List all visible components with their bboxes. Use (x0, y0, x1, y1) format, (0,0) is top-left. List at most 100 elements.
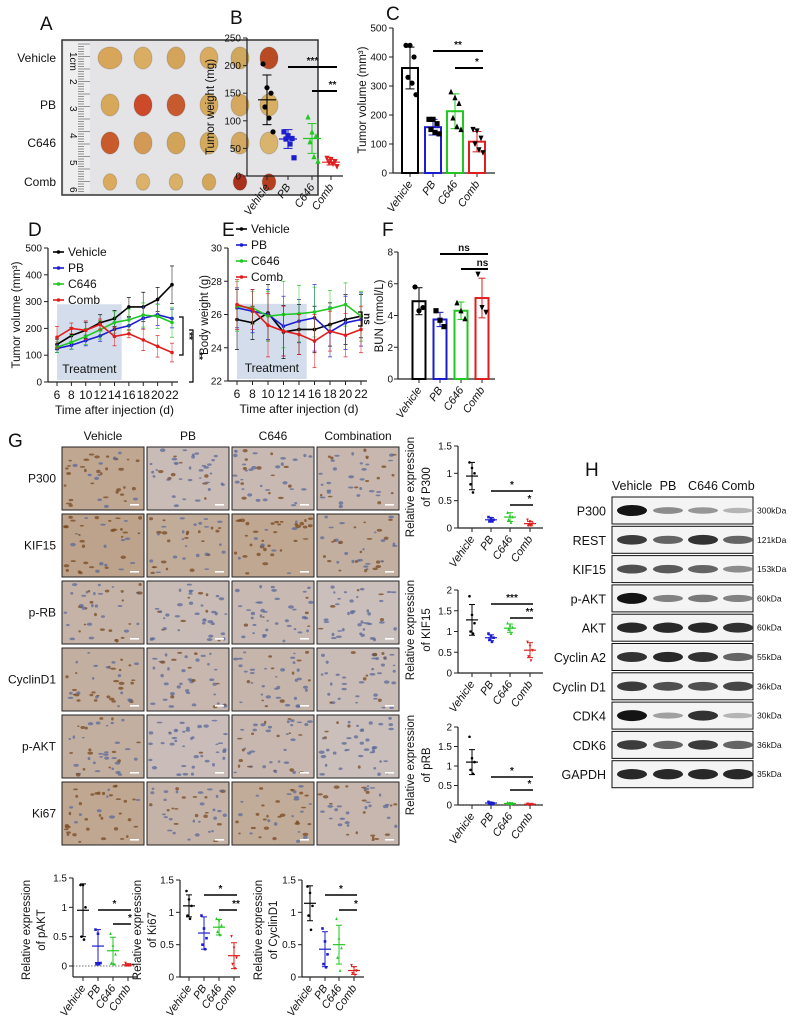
ihc-background (146, 714, 230, 779)
cell-nucleus (178, 461, 183, 464)
cell-nucleus (115, 638, 119, 643)
cell-nucleus (361, 799, 367, 802)
cell-nucleus (289, 768, 294, 772)
y-tick-label: 1 (168, 908, 174, 919)
data-point (507, 518, 510, 522)
cell-nucleus (287, 484, 292, 488)
y-tick-label: 1 (61, 903, 67, 914)
cell-nucleus (317, 793, 323, 796)
y-tick-label: 100 (224, 116, 241, 127)
y-tick-label: 1.5 (438, 742, 452, 753)
cell-nucleus (363, 748, 370, 752)
cell-nucleus (292, 790, 297, 794)
cell-nucleus (81, 736, 85, 739)
cell-nucleus (126, 835, 129, 838)
cell-nucleus (191, 679, 196, 683)
cell-nucleus (174, 739, 178, 743)
cell-nucleus (237, 657, 243, 660)
cell-nucleus (163, 617, 166, 620)
cell-nucleus (252, 632, 255, 635)
data-point (112, 962, 116, 966)
y-tick-label: 0 (446, 669, 452, 680)
cell-nucleus (232, 657, 239, 661)
cell-nucleus (252, 623, 257, 627)
cell-nucleus (289, 488, 295, 490)
y-tick-label: 1.5 (438, 606, 452, 617)
blot-band (688, 652, 718, 662)
data-point (233, 967, 237, 971)
cell-nucleus (78, 802, 83, 806)
tumor (168, 173, 184, 191)
cell-nucleus (307, 823, 312, 826)
cell-nucleus (305, 650, 310, 654)
cell-nucleus (74, 672, 78, 674)
data-point (336, 955, 339, 959)
data-point (266, 323, 270, 328)
data-point (306, 885, 309, 888)
cell-nucleus (333, 785, 340, 789)
cell-nucleus (213, 693, 217, 696)
y-axis-label: of Ki67 (147, 912, 159, 948)
cell-nucleus (156, 721, 163, 724)
cell-nucleus (283, 761, 290, 764)
cell-nucleus (83, 561, 89, 565)
cell-nucleus (172, 555, 178, 559)
cell-nucleus (215, 594, 220, 598)
data-point (428, 126, 434, 133)
cell-nucleus (383, 760, 389, 763)
chart-G_KIF15 (454, 589, 543, 677)
y-tick-label: 400 (370, 53, 387, 64)
cell-nucleus (219, 789, 225, 792)
treatment-label: Treatment (62, 362, 117, 376)
x-tick-label: 14 (292, 387, 306, 401)
cell-nucleus (378, 621, 385, 624)
cell-nucleus (370, 834, 376, 837)
y-tick-label: 100 (370, 140, 387, 151)
cell-nucleus (262, 818, 267, 821)
cell-nucleus (360, 633, 365, 638)
cell-nucleus (249, 543, 253, 547)
cell-nucleus (246, 680, 251, 684)
x-tick-label: Vehicle (447, 534, 477, 570)
data-point (407, 42, 413, 49)
significance-label: *** (307, 56, 319, 67)
scale-bar (300, 772, 309, 774)
cell-nucleus (274, 687, 279, 690)
cell-nucleus (217, 527, 222, 529)
cell-nucleus (87, 651, 91, 654)
cell-nucleus (240, 478, 244, 481)
cell-nucleus (379, 760, 382, 763)
cell-nucleus (381, 706, 386, 709)
cell-nucleus (274, 676, 278, 678)
cell-nucleus (293, 539, 298, 543)
cell-nucleus (174, 808, 179, 810)
tumor (133, 93, 153, 117)
y-axis-label: Relative expression (405, 715, 417, 815)
cell-nucleus (388, 518, 393, 521)
cell-nucleus (177, 629, 181, 632)
cell-nucleus (69, 752, 73, 755)
cell-nucleus (306, 720, 313, 724)
blot-band (723, 622, 753, 633)
cell-nucleus (184, 545, 188, 548)
cell-nucleus (191, 453, 195, 457)
cell-nucleus (63, 564, 70, 568)
x-tick-label: Vehicle (164, 983, 194, 1019)
cell-nucleus (162, 627, 167, 631)
ruler-label: 4 (67, 133, 78, 139)
cell-nucleus (373, 766, 377, 770)
data-point (109, 931, 112, 936)
y-tick-label: 4 (387, 311, 393, 322)
blot-column-label: C646 (688, 479, 718, 493)
cell-nucleus (260, 693, 264, 696)
data-point (507, 802, 510, 806)
chart-G_pRB (454, 726, 543, 809)
cell-nucleus (388, 723, 394, 727)
cell-nucleus (327, 495, 333, 498)
cell-nucleus (157, 469, 164, 474)
cell-nucleus (83, 623, 87, 626)
cell-nucleus (256, 552, 261, 557)
data-point (529, 523, 533, 528)
cell-nucleus (100, 472, 103, 476)
y-tick-label: 1.5 (53, 874, 67, 885)
